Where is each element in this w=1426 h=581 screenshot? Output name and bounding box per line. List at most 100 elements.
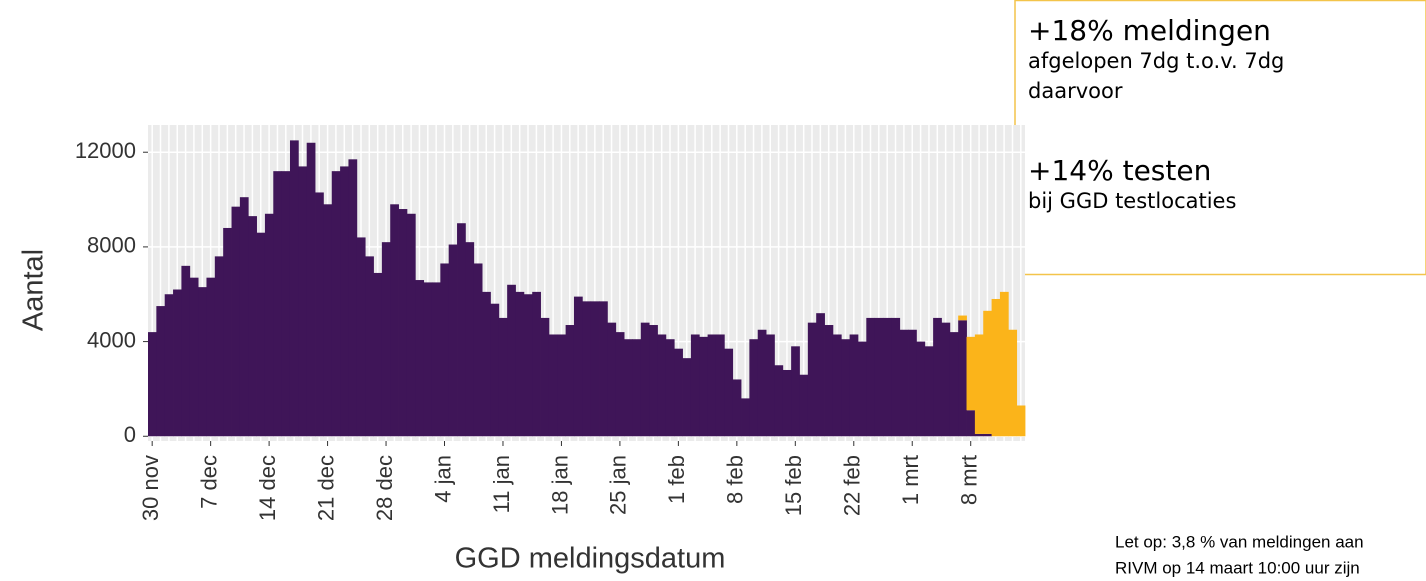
bar: [699, 336, 709, 437]
bar: [440, 263, 450, 437]
bar: [381, 242, 391, 437]
bar: [457, 223, 466, 437]
bar: [298, 166, 308, 437]
y-tick-label: 12000: [75, 138, 136, 163]
bar: [966, 336, 976, 411]
bar: [816, 313, 825, 437]
bar: [941, 322, 951, 437]
note-line: RIVM op 14 maart 10:00 uur zijn: [1115, 558, 1360, 577]
bar: [640, 322, 650, 437]
bar: [515, 291, 525, 437]
bar: [974, 433, 984, 437]
bar: [874, 317, 884, 437]
bar: [156, 306, 166, 437]
bar: [899, 329, 909, 437]
x-tick-label: 8 feb: [723, 455, 748, 504]
bar: [365, 256, 374, 437]
x-tick-label: 30 nov: [138, 455, 163, 521]
bar: [674, 348, 683, 437]
bar: [958, 315, 967, 321]
bar: [908, 329, 917, 437]
bar: [373, 272, 383, 437]
bar: [289, 140, 299, 437]
bar: [891, 317, 901, 437]
bar: [340, 166, 349, 437]
x-tick-label: 18 jan: [547, 455, 572, 515]
bar: [548, 334, 558, 437]
bar: [523, 294, 533, 437]
y-tick-label: 0: [124, 422, 136, 447]
x-tick-label: 11 jan: [489, 455, 514, 513]
bar: [482, 291, 491, 437]
bar: [974, 334, 984, 434]
bar: [741, 398, 750, 437]
bar: [490, 303, 500, 437]
bar: [1008, 329, 1018, 437]
bar: [983, 310, 992, 434]
bar: [615, 332, 625, 437]
bar: [164, 294, 174, 437]
bar: [632, 339, 642, 437]
x-tick-label: 4 jan: [430, 455, 455, 503]
annotation-text: bij GGD testlocaties: [1028, 189, 1236, 213]
bar: [473, 263, 483, 437]
bar: [824, 325, 834, 437]
bar: [423, 282, 433, 437]
annotation-text: daarvoor: [1028, 79, 1123, 103]
bar: [239, 197, 249, 437]
x-tick-label: 8 mrt: [957, 455, 982, 505]
bar: [958, 320, 967, 437]
bar: [206, 277, 216, 437]
bar: [857, 341, 867, 437]
bar: [649, 325, 658, 437]
bar: [148, 332, 157, 437]
bar: [557, 334, 567, 437]
bar: [281, 171, 291, 437]
bar: [248, 216, 257, 437]
bar: [799, 374, 809, 437]
bar: [256, 232, 266, 437]
bar: [991, 298, 1001, 437]
bar: [331, 171, 341, 437]
bar: [1016, 405, 1026, 437]
x-tick-label: 7 dec: [196, 455, 221, 509]
bar: [841, 339, 850, 437]
bar: [949, 332, 959, 437]
bar: [415, 280, 425, 437]
bar: [590, 301, 600, 437]
bar: [715, 334, 725, 437]
bar: [273, 171, 283, 437]
y-tick-label: 4000: [87, 327, 136, 352]
bar: [607, 322, 617, 437]
x-tick-label: 21 dec: [313, 455, 338, 521]
bar: [231, 206, 241, 437]
bar: [774, 365, 784, 437]
bar: [624, 339, 633, 437]
bar: [406, 213, 416, 437]
bar: [916, 341, 926, 437]
bar: [849, 334, 859, 437]
bar: [315, 192, 324, 437]
bar: [465, 242, 475, 437]
bar: [565, 325, 575, 437]
bar: [732, 379, 742, 437]
bar: [807, 322, 817, 437]
bar: [657, 334, 667, 437]
bar: [599, 301, 608, 437]
bar: [431, 282, 441, 437]
bar: [532, 291, 541, 437]
bar: [356, 237, 366, 437]
bar: [749, 339, 759, 437]
x-tick-label: 14 dec: [255, 455, 280, 521]
bar: [682, 358, 692, 437]
bar: [573, 296, 583, 437]
bar: [189, 277, 199, 437]
bar: [173, 289, 182, 437]
bar: [306, 142, 316, 437]
bar: [924, 346, 934, 437]
x-tick-label: 1 mrt: [898, 455, 923, 505]
x-tick-label: 15 feb: [781, 455, 806, 516]
x-tick-label: 28 dec: [372, 455, 397, 521]
